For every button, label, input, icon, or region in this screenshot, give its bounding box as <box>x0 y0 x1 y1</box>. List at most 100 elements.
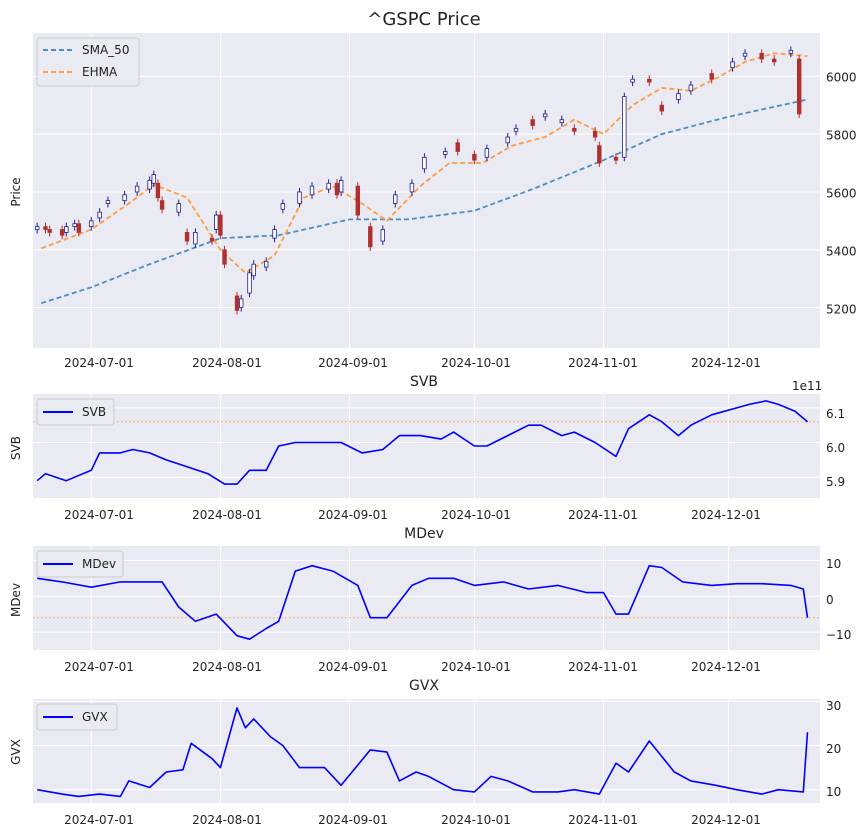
candle-body-66 <box>796 58 802 115</box>
mdev-y-tick-0: 0 <box>826 593 834 607</box>
gvx-x-tick-sep: 2024-09-01 <box>318 813 388 827</box>
candle-body-7 <box>89 220 94 228</box>
svb-x-ticks: 2024-07-01 2024-08-01 2024-09-01 2024-10… <box>64 508 761 522</box>
candle-body-24 <box>239 298 244 308</box>
candle-body-38 <box>393 194 398 204</box>
mdev-y-tick-minus-10: −10 <box>826 628 851 642</box>
candle-body-1 <box>43 226 48 230</box>
price-chart-title: ^GSPC Price <box>367 9 481 30</box>
svb-series <box>33 400 820 485</box>
price-y-label: Price <box>9 177 23 206</box>
candle-body-49 <box>559 119 565 123</box>
series-line-gvx <box>37 707 809 798</box>
candle-body-18 <box>193 232 198 245</box>
candle-body-10 <box>122 194 127 202</box>
mdev-x-tick-aug: 2024-08-01 <box>192 660 262 674</box>
candle-body-9 <box>105 200 111 204</box>
price-y-tick-5200: 5200 <box>826 303 857 317</box>
series-line-svb <box>36 400 809 485</box>
price-y-tick-5800: 5800 <box>826 129 857 143</box>
candle-body-22 <box>222 249 227 265</box>
candle-body-52 <box>597 145 602 164</box>
candle-body-51 <box>592 130 598 138</box>
mdev-series <box>33 564 820 641</box>
candle-body-14 <box>155 182 161 199</box>
candle-body-32 <box>326 182 331 190</box>
candle-body-20 <box>214 214 219 230</box>
svb-legend: SVB <box>36 398 115 426</box>
gvx-plot-area <box>33 699 820 803</box>
price-candles <box>34 46 802 315</box>
legend-svb-label: SVB <box>82 405 106 419</box>
gvx-gridlines <box>33 699 820 803</box>
price-series <box>40 52 808 305</box>
svb-y-ticks: 5.9 6.0 6.1 <box>826 407 845 489</box>
candle-body-28 <box>272 229 277 239</box>
gvx-x-tick-aug: 2024-08-01 <box>192 813 262 827</box>
legend-mdev-label: MDev <box>82 557 116 571</box>
price-plot-area <box>33 33 820 348</box>
candle-body-40 <box>422 156 427 170</box>
gvx-series <box>37 707 809 798</box>
gvx-x-tick-nov: 2024-11-01 <box>568 813 638 827</box>
mdev-x-tick-jul: 2024-07-01 <box>64 660 134 674</box>
candle-body-13 <box>151 174 156 184</box>
candle-body-56 <box>647 78 652 83</box>
mdev-y-tick-10: 10 <box>826 557 841 571</box>
mdev-x-ticks: 2024-07-01 2024-08-01 2024-09-01 2024-10… <box>64 660 761 674</box>
price-y-ticks: 5200 5400 5600 5800 6000 <box>826 71 857 317</box>
candle-body-58 <box>676 93 681 100</box>
svb-x-tick-aug: 2024-08-01 <box>192 508 262 522</box>
price-x-tick-aug: 2024-08-01 <box>192 356 262 370</box>
candle-body-54 <box>622 96 627 158</box>
candle-body-5 <box>72 223 77 228</box>
svb-y-tick-5-9: 5.9 <box>826 475 845 489</box>
legend-gvx-label: GVX <box>82 710 108 724</box>
svb-x-tick-dec: 2024-12-01 <box>691 508 761 522</box>
candle-body-23 <box>234 295 240 311</box>
candle-body-35 <box>355 185 360 216</box>
svb-y-tick-6-1: 6.1 <box>826 407 845 421</box>
candle-body-21 <box>218 214 223 236</box>
candle-body-15 <box>159 200 165 210</box>
candle-body-59 <box>688 84 694 92</box>
svb-offset-text: 1e11 <box>792 379 822 393</box>
candle-body-3 <box>59 229 65 236</box>
gvx-x-tick-oct: 2024-10-01 <box>441 813 511 827</box>
candle-body-30 <box>297 191 302 204</box>
candle-body-19 <box>209 237 215 242</box>
candle-body-29 <box>280 203 286 210</box>
gvx-y-tick-10: 10 <box>826 785 841 799</box>
gvx-y-ticks: 10 20 30 <box>826 699 841 799</box>
gvx-x-ticks: 2024-07-01 2024-08-01 2024-09-01 2024-10… <box>64 813 761 827</box>
gvx-x-tick-dec: 2024-12-01 <box>691 813 761 827</box>
gvx-legend: GVX <box>36 703 118 731</box>
candle-body-42 <box>455 142 460 152</box>
legend-sma-label: SMA_50 <box>82 43 129 57</box>
mdev-y-label: MDev <box>9 583 23 617</box>
candle-body-44 <box>484 148 490 158</box>
candle-body-31 <box>309 185 315 196</box>
candle-body-4 <box>64 226 69 233</box>
candle-body-17 <box>184 232 190 242</box>
candle-body-45 <box>505 136 510 144</box>
svb-y-tick-6-0: 6.0 <box>826 441 845 455</box>
price-x-ticks: 2024-07-01 2024-08-01 2024-09-01 2024-10… <box>64 356 761 370</box>
candle-body-37 <box>380 229 385 242</box>
candle-body-34 <box>338 179 344 193</box>
mdev-y-ticks: 10 0 −10 <box>826 557 851 642</box>
gvx-y-label: GVX <box>9 739 23 765</box>
price-gridlines <box>33 33 820 348</box>
candle-body-60 <box>709 73 714 80</box>
candle-body-11 <box>134 185 140 193</box>
svb-panel: SVB 1e11 5.9 6.0 6.1 2024-07-01 2024-08-… <box>9 374 845 522</box>
candle-body-41 <box>443 151 448 155</box>
price-x-tick-jul: 2024-07-01 <box>64 356 134 370</box>
price-x-tick-sep: 2024-09-01 <box>318 356 388 370</box>
series-line-ehma <box>40 52 808 274</box>
gvx-y-tick-30: 30 <box>826 699 841 713</box>
candle-body-62 <box>742 52 748 57</box>
candle-body-57 <box>659 104 664 112</box>
mdev-x-tick-nov: 2024-11-01 <box>568 660 638 674</box>
